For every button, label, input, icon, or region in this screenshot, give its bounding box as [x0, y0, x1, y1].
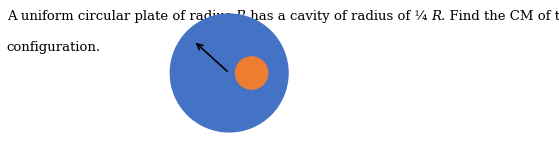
Text: . Find the CM of this: . Find the CM of this — [441, 10, 559, 23]
Text: R: R — [235, 10, 245, 23]
Text: A uniform circular plate of radius: A uniform circular plate of radius — [7, 10, 235, 23]
Text: has a cavity of radius of ¼: has a cavity of radius of ¼ — [245, 10, 431, 23]
Circle shape — [235, 57, 268, 89]
Text: configuration.: configuration. — [7, 41, 101, 54]
Circle shape — [170, 14, 288, 132]
Text: R: R — [431, 10, 441, 23]
